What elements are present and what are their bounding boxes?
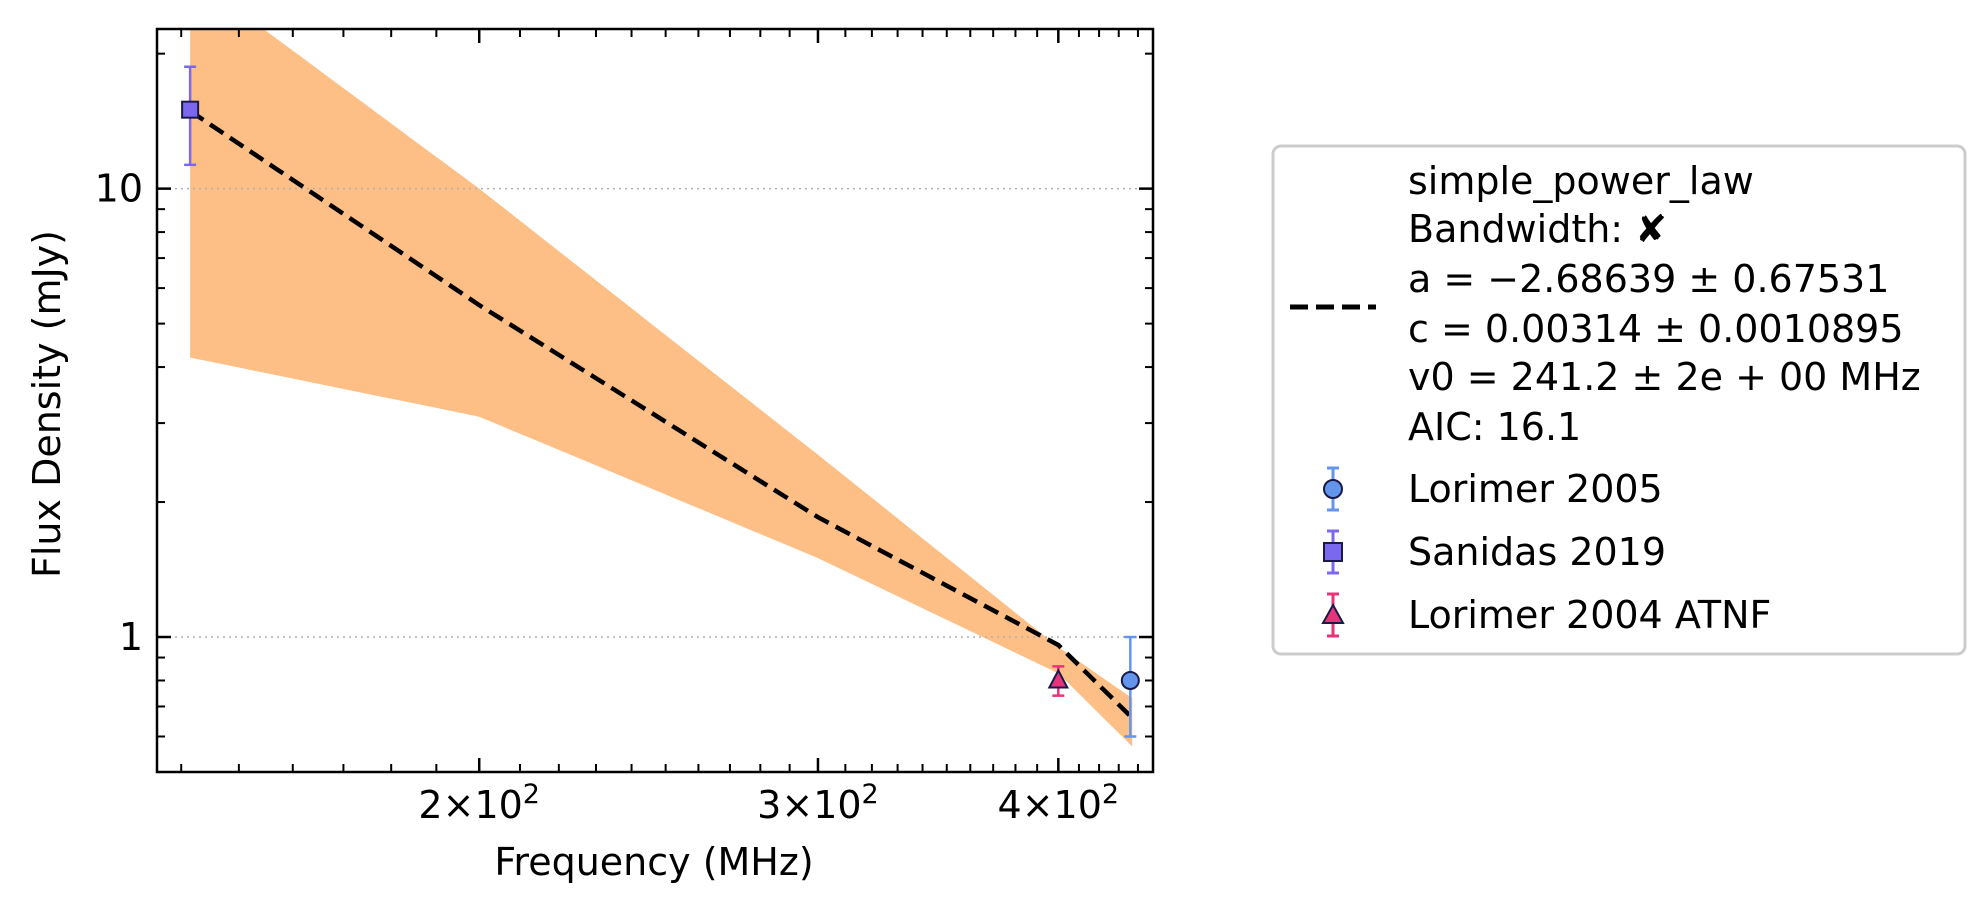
legend-fit-aic: AIC: 16.1 bbox=[1408, 405, 1581, 449]
legend-fit-bandwidth: Bandwidth: ✘ bbox=[1408, 207, 1667, 251]
legend-label-lorimer-2004-atnf: Lorimer 2004 ATNF bbox=[1408, 593, 1771, 637]
plot-frame bbox=[155, 27, 1155, 774]
data-point-lorimer-2005 bbox=[1120, 670, 1140, 690]
y-axis-label: Flux Density (mJy) bbox=[25, 230, 69, 578]
y-tick-label: 1 bbox=[119, 615, 143, 659]
legend-marker-lorimer-2004-atnf bbox=[1321, 592, 1345, 638]
legend-label-sanidas-2019: Sanidas 2019 bbox=[1408, 530, 1666, 574]
legend-fit-param-c: c = 0.00314 ± 0.0010895 bbox=[1408, 307, 1904, 351]
legend-fit-model: simple_power_law bbox=[1408, 159, 1754, 203]
x-axis-label: Frequency (MHz) bbox=[494, 840, 813, 884]
x-tick-label: 4×102 bbox=[998, 779, 1120, 827]
legend-fit-param-a: a = −2.68639 ± 0.67531 bbox=[1408, 257, 1889, 301]
x-tick-label: 2×102 bbox=[418, 779, 540, 827]
plot-content bbox=[157, 29, 1153, 747]
x-tick-label: 3×102 bbox=[757, 779, 879, 827]
plot-area: 1 10 2×102 3×102 4×102 bbox=[95, 27, 1155, 827]
legend-marker-lorimer-2005 bbox=[1323, 466, 1343, 512]
legend: simple_power_law Bandwidth: ✘ a = −2.686… bbox=[1271, 144, 1967, 656]
legend-frame bbox=[1271, 144, 1967, 656]
legend-marker-sanidas-2019 bbox=[1323, 529, 1343, 575]
fit-line bbox=[188, 109, 1134, 720]
data-point-lorimer-2004-atnf bbox=[1047, 668, 1069, 689]
legend-fit-param-v0: v0 = 241.2 ± 2e + 00 MHz bbox=[1408, 355, 1921, 399]
y-tick-label: 10 bbox=[95, 167, 143, 211]
legend-label-lorimer-2005: Lorimer 2005 bbox=[1408, 467, 1663, 511]
data-point-sanidas-2019 bbox=[181, 100, 200, 119]
fit-uncertainty-band bbox=[190, 29, 1133, 747]
